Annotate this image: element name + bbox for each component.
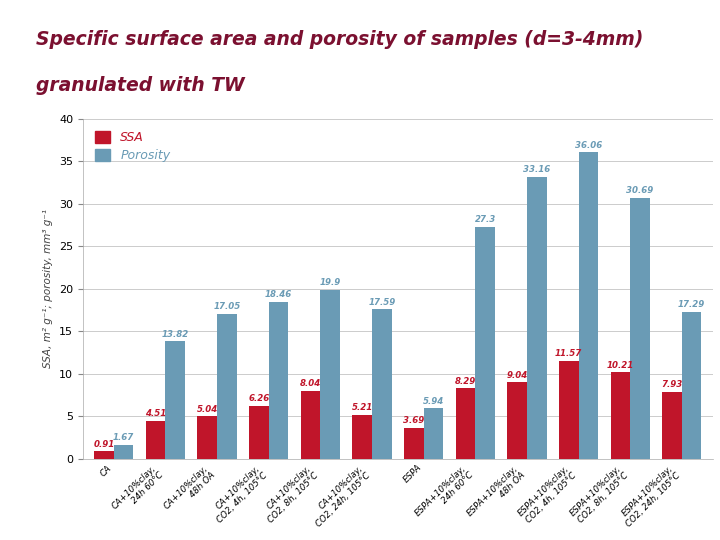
- Bar: [166, 341, 185, 459]
- Text: 33.16: 33.16: [523, 165, 550, 174]
- Bar: [301, 390, 320, 459]
- Bar: [682, 312, 701, 459]
- Text: 7.93: 7.93: [662, 380, 683, 389]
- Bar: [372, 309, 392, 459]
- Bar: [423, 408, 444, 459]
- Bar: [527, 177, 546, 459]
- Bar: [456, 388, 475, 459]
- Text: 4.51: 4.51: [145, 409, 166, 418]
- Text: 1.67: 1.67: [113, 433, 134, 442]
- Text: IX Oil Shale Conference, 16 November 2017: IX Oil Shale Conference, 16 November 201…: [230, 520, 490, 533]
- Text: 0.91: 0.91: [94, 440, 114, 449]
- Text: 19.9: 19.9: [320, 278, 341, 287]
- Bar: [269, 302, 288, 459]
- Text: 5.04: 5.04: [197, 404, 218, 414]
- Text: 3.69: 3.69: [403, 416, 424, 425]
- Bar: [197, 416, 217, 459]
- Bar: [475, 227, 495, 459]
- Legend: SSA, Porosity: SSA, Porosity: [89, 125, 176, 168]
- Text: 27.3: 27.3: [474, 215, 495, 224]
- Text: Specific surface area and porosity of samples (d=3-4mm): Specific surface area and porosity of sa…: [36, 30, 644, 49]
- Bar: [630, 198, 650, 459]
- Bar: [559, 361, 579, 459]
- Y-axis label: SSA, m² g⁻¹; porosity, mm³ g⁻¹: SSA, m² g⁻¹; porosity, mm³ g⁻¹: [43, 210, 53, 368]
- Text: 10.21: 10.21: [607, 361, 634, 369]
- Text: 9.04: 9.04: [506, 370, 528, 380]
- Text: 17.29: 17.29: [678, 300, 706, 309]
- Bar: [320, 290, 340, 459]
- Bar: [94, 451, 114, 459]
- Text: 6.26: 6.26: [248, 394, 269, 403]
- Bar: [114, 445, 133, 459]
- Bar: [249, 406, 269, 459]
- Text: 5.21: 5.21: [351, 403, 373, 412]
- Bar: [217, 314, 237, 459]
- Text: 30.69: 30.69: [626, 186, 654, 195]
- Bar: [352, 415, 372, 459]
- Text: 13.82: 13.82: [161, 330, 189, 339]
- Bar: [404, 428, 423, 459]
- Bar: [662, 392, 682, 459]
- Text: 5.94: 5.94: [423, 397, 444, 406]
- Text: 8.29: 8.29: [455, 377, 476, 386]
- Bar: [145, 421, 166, 459]
- Bar: [579, 152, 598, 459]
- Text: granulated with TW: granulated with TW: [36, 76, 245, 94]
- Text: 36.06: 36.06: [575, 141, 602, 150]
- Text: 17.59: 17.59: [368, 298, 395, 307]
- Bar: [611, 372, 630, 459]
- Bar: [508, 382, 527, 459]
- Text: 17.05: 17.05: [213, 302, 240, 312]
- Text: 18.46: 18.46: [265, 291, 292, 300]
- Text: 8.04: 8.04: [300, 379, 321, 388]
- Text: 11.57: 11.57: [555, 349, 582, 358]
